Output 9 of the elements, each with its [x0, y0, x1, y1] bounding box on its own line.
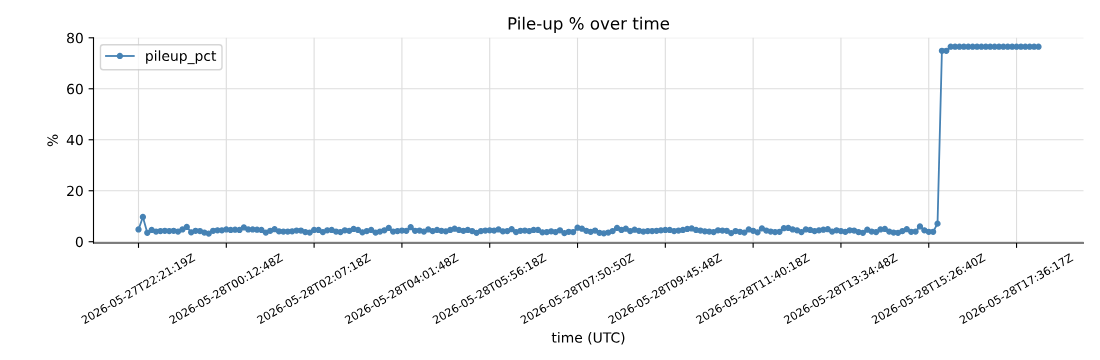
y-tick-label: 20: [67, 185, 83, 197]
chart-title: Pile-up % over time: [508, 16, 670, 33]
y-tick-label: 40: [66, 134, 83, 146]
x-axis-title: time (UTC): [551, 332, 625, 345]
y-tick-label: 80: [67, 32, 83, 44]
y-tick-label: 60: [67, 83, 83, 95]
y-tick-label: 0: [75, 236, 83, 248]
legend-label: pileup_pct: [146, 50, 217, 65]
y-axis-title: %: [47, 134, 58, 147]
